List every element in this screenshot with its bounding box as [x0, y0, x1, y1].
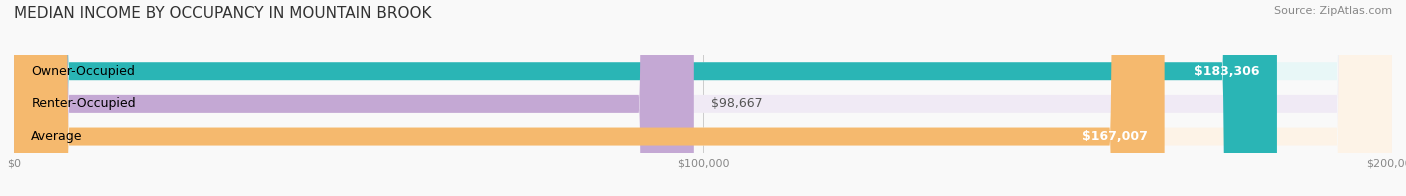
Text: $183,306: $183,306 [1194, 65, 1260, 78]
Text: $167,007: $167,007 [1081, 130, 1147, 143]
FancyBboxPatch shape [14, 0, 1392, 196]
Text: Owner-Occupied: Owner-Occupied [31, 65, 135, 78]
Text: MEDIAN INCOME BY OCCUPANCY IN MOUNTAIN BROOK: MEDIAN INCOME BY OCCUPANCY IN MOUNTAIN B… [14, 6, 432, 21]
Text: $98,667: $98,667 [711, 97, 762, 110]
FancyBboxPatch shape [14, 0, 1392, 196]
FancyBboxPatch shape [14, 0, 693, 196]
FancyBboxPatch shape [14, 0, 1392, 196]
Text: Source: ZipAtlas.com: Source: ZipAtlas.com [1274, 6, 1392, 16]
Text: Average: Average [31, 130, 83, 143]
Text: Renter-Occupied: Renter-Occupied [31, 97, 136, 110]
FancyBboxPatch shape [14, 0, 1164, 196]
FancyBboxPatch shape [14, 0, 1277, 196]
